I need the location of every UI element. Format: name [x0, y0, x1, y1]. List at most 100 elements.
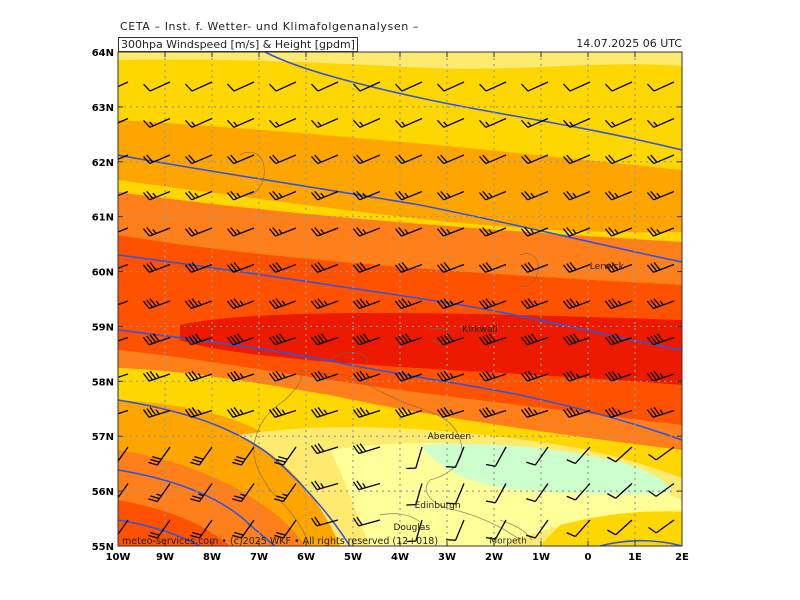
wind-barb — [274, 446, 297, 466]
wind-barb — [268, 333, 297, 346]
wind-barb — [646, 333, 675, 346]
lon-label: 6W — [297, 552, 315, 563]
lat-label: 56N — [92, 487, 114, 498]
wind-barb — [566, 519, 591, 538]
footer-credit: meteo-services.com • (c)2025 WKF • All r… — [122, 536, 438, 547]
wind-barb — [143, 81, 171, 92]
wind-barb — [268, 298, 297, 310]
wind-barb — [563, 81, 591, 92]
wind-barb — [479, 81, 507, 92]
wind-barb — [562, 407, 591, 418]
wind-barb — [232, 519, 255, 539]
band-red-core — [180, 313, 682, 385]
wind-barb — [352, 190, 381, 201]
wind-barb — [118, 117, 129, 128]
wind-barb — [142, 407, 171, 418]
wind-barb — [226, 262, 255, 273]
longitude-labels: 10W 9W 8W 7W 6W 5W 4W 3W 2W 1W 0 1E 2E — [106, 552, 690, 563]
wind-barb — [118, 154, 129, 165]
wind-barb — [604, 262, 633, 273]
city-label: Aberdeen — [428, 432, 471, 442]
wind-barb — [604, 370, 633, 382]
wind-barb — [562, 190, 591, 201]
wind-barb — [148, 483, 171, 503]
wind-barb — [142, 154, 171, 165]
wind-barb — [604, 333, 633, 346]
wind-barb — [478, 190, 507, 201]
wind-barb — [268, 262, 297, 273]
graticule — [118, 52, 682, 546]
wind-barb — [184, 262, 213, 273]
lon-label: 8W — [203, 552, 221, 563]
wind-barb — [605, 81, 633, 92]
wind-barb — [148, 446, 171, 466]
wind-barb — [353, 117, 381, 128]
lon-label: 2E — [675, 552, 689, 563]
wind-barb — [394, 227, 423, 237]
wind-barb — [607, 446, 633, 463]
wind-barb — [607, 483, 633, 499]
wind-barb — [646, 190, 675, 201]
height-contour-1 — [264, 52, 682, 151]
wind-barb — [437, 81, 465, 92]
wind-barb — [520, 333, 549, 346]
wind-barb — [436, 190, 465, 201]
wind-barb — [148, 519, 171, 539]
lon-label: 1W — [532, 552, 550, 563]
wind-barb — [310, 227, 339, 237]
wind-barb — [118, 446, 129, 466]
wind-barb — [227, 81, 255, 92]
wind-barb — [562, 333, 591, 346]
wind-barb — [310, 516, 339, 527]
wind-barb — [562, 154, 591, 165]
axis-ticks — [117, 51, 683, 547]
wind-barb — [562, 227, 591, 237]
wind-barb — [604, 298, 633, 310]
latitude-labels: 64N 63N 62N 61N 60N 59N 58N 57N 56N 55N — [92, 48, 114, 553]
wind-barb — [352, 516, 381, 527]
wind-barb — [520, 262, 549, 273]
wind-barb — [118, 227, 129, 237]
wind-barb — [562, 298, 591, 310]
lat-label: 60N — [92, 268, 114, 279]
lon-label: 0 — [585, 552, 592, 563]
wind-barb — [352, 262, 381, 273]
wind-barb — [646, 154, 675, 165]
lat-label: 63N — [92, 103, 114, 114]
wind-barb — [184, 298, 213, 310]
wind-barb — [520, 154, 549, 165]
wind-barb — [562, 370, 591, 382]
wind-barb — [604, 154, 633, 165]
wind-barb — [118, 373, 129, 382]
header-datetime: 14.07.2025 06 UTC — [576, 37, 682, 50]
wind-barb — [274, 519, 297, 539]
wind-barb — [118, 190, 129, 201]
wind-barb — [607, 519, 633, 536]
wind-barb — [436, 227, 465, 237]
wind-barb — [352, 407, 381, 418]
lon-label: 3W — [438, 552, 456, 563]
band-gold-bottom-right — [540, 511, 682, 546]
wind-barb — [478, 298, 507, 310]
wind-barb — [436, 154, 465, 165]
wind-barb — [310, 154, 339, 165]
wind-barb — [310, 443, 339, 455]
wind-barb — [485, 483, 507, 504]
wind-barb — [406, 519, 423, 543]
lat-label: 62N — [92, 158, 114, 169]
wind-barb — [446, 519, 465, 541]
wind-barb — [310, 480, 339, 491]
wind-barb — [436, 333, 465, 346]
wind-barb — [269, 81, 297, 92]
wind-barb — [268, 190, 297, 201]
wind-barb — [353, 81, 381, 92]
wind-barb — [478, 154, 507, 165]
wind-barb — [190, 483, 213, 503]
wind-barb — [394, 407, 423, 418]
wind-barb — [646, 298, 675, 310]
wind-barb — [310, 407, 339, 418]
height-contour-2 — [118, 154, 682, 263]
wind-barb — [520, 298, 549, 310]
wind-barb — [395, 117, 423, 128]
